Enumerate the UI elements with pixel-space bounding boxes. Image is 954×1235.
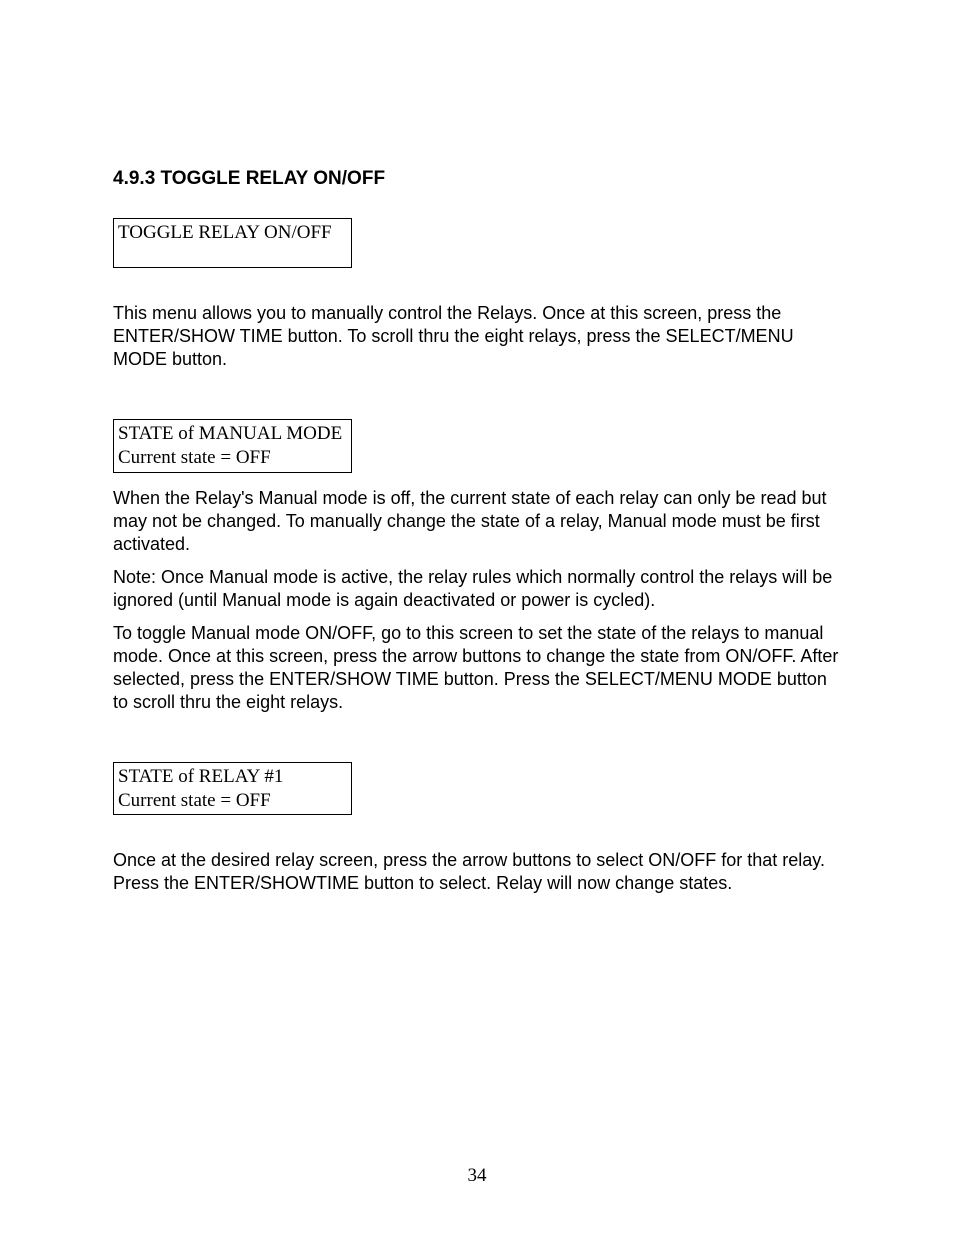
display-box-toggle-relay: TOGGLE RELAY ON/OFF <box>113 218 352 268</box>
display-line: Current state = OFF <box>118 446 347 470</box>
paragraph: To toggle Manual mode ON/OFF, go to this… <box>113 622 841 714</box>
paragraph: Note: Once Manual mode is active, the re… <box>113 566 841 612</box>
page-number: 34 <box>0 1165 954 1187</box>
display-line: Current state = OFF <box>118 789 347 813</box>
paragraph: Once at the desired relay screen, press … <box>113 849 841 895</box>
section-heading: 4.9.3 TOGGLE RELAY ON/OFF <box>113 168 841 190</box>
document-page: 4.9.3 TOGGLE RELAY ON/OFF TOGGLE RELAY O… <box>0 0 954 1235</box>
paragraph: When the Relay's Manual mode is off, the… <box>113 487 841 556</box>
paragraph: This menu allows you to manually control… <box>113 302 841 371</box>
display-line: STATE of RELAY #1 <box>118 765 347 789</box>
display-line: TOGGLE RELAY ON/OFF <box>118 221 347 245</box>
display-line: STATE of MANUAL MODE <box>118 422 347 446</box>
display-box-manual-mode: STATE of MANUAL MODE Current state = OFF <box>113 419 352 473</box>
display-box-relay-state: STATE of RELAY #1 Current state = OFF <box>113 762 352 816</box>
